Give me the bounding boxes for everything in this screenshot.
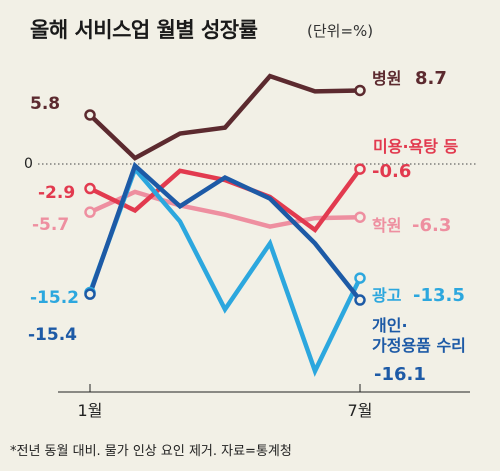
- series-name-0: 병원: [372, 69, 401, 88]
- series-end-point-1: [354, 163, 366, 175]
- series-end-point-4: [354, 294, 366, 306]
- series-name-3: 광고: [372, 286, 402, 305]
- line-chart: 0 1월 7월 5.8 -2.9 -5.7 -15.2 -15.4 병원 8.7 미용·욕탕 등 -0…: [24, 68, 478, 420]
- series-line-0: [88, 73, 361, 161]
- series-name-4: 개인· 가정용품 수리: [372, 316, 466, 355]
- series-last-value-2: -6.3: [412, 215, 451, 236]
- footnote: *전년 동월 대비. 물가 인상 요인 제거. 자료=통계청: [10, 444, 292, 459]
- series-name-1: 미용·욕탕 등: [373, 137, 459, 156]
- series-last-value-4: -16.1: [374, 364, 426, 385]
- series-name-2: 학원: [372, 216, 401, 235]
- series-first-value-1: -2.9: [38, 183, 75, 203]
- series-first-value-4: -15.4: [28, 325, 77, 345]
- series-first-value-0: 5.8: [30, 94, 60, 114]
- series-last-value-3: -13.5: [413, 285, 465, 306]
- series-line-3: [87, 164, 363, 377]
- chart-title: 올해 서비스업 월별 성장률: [30, 18, 258, 42]
- series-first-value-2: -5.7: [32, 215, 69, 235]
- series-last-value-0: 8.7: [415, 68, 447, 89]
- series-end-point-0: [354, 84, 366, 97]
- zero-tick-label: 0: [24, 156, 33, 172]
- series-start-point-0: [84, 109, 96, 121]
- x-tick-label-1: 1월: [78, 401, 103, 420]
- series-line-2: [89, 189, 361, 229]
- series-line-4: [87, 161, 362, 302]
- series-start-point-4: [84, 288, 96, 300]
- series-start-point-2: [84, 206, 96, 218]
- series-start-point-1: [84, 182, 96, 195]
- series-first-value-3: -15.2: [30, 288, 79, 308]
- x-tick-label-7: 7월: [348, 401, 373, 420]
- series-end-point-2: [354, 211, 366, 223]
- series-last-value-1: -0.6: [372, 161, 411, 182]
- unit-label: (단위=%): [307, 22, 374, 40]
- series-end-point-3: [354, 272, 366, 284]
